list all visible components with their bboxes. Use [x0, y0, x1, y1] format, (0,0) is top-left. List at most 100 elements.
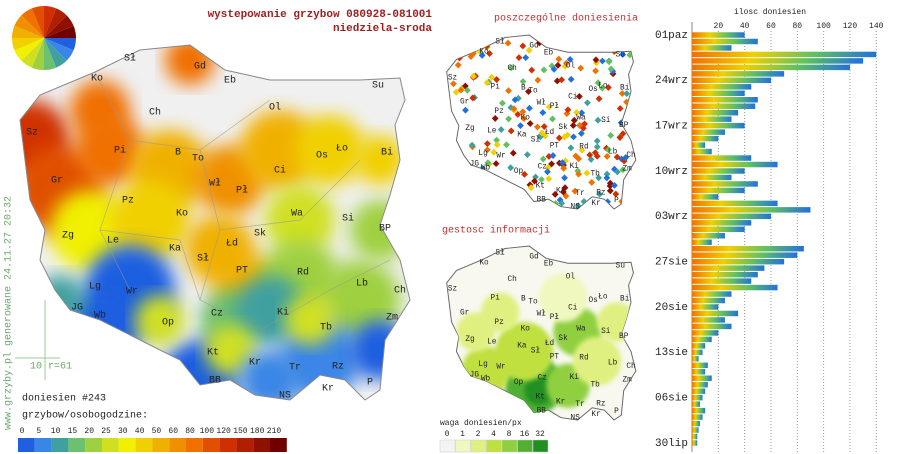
city-label: Os — [589, 86, 599, 94]
report-dot — [483, 79, 491, 87]
report-dot — [564, 106, 572, 114]
colorbar-tick-label: 30 — [118, 427, 128, 436]
heat-blob — [350, 320, 410, 380]
y-tick-label: 13sie — [655, 347, 688, 359]
density-cell — [532, 439, 549, 453]
bar — [692, 58, 864, 64]
density-blob — [538, 273, 588, 322]
city-label: JG — [470, 160, 480, 168]
reports-count: doniesien #243 — [22, 393, 106, 405]
bar — [692, 427, 699, 433]
report-dot — [525, 46, 533, 54]
city-label: Os — [316, 151, 328, 162]
bar — [692, 155, 752, 161]
city-label: Tb — [590, 170, 600, 178]
city-label: B — [521, 296, 526, 304]
city-label: B — [521, 85, 526, 93]
report-dot — [462, 106, 469, 114]
report-dot — [555, 55, 563, 63]
city-label: Sł — [531, 347, 541, 355]
city-label: Lb — [608, 149, 618, 157]
city-label: JG — [470, 371, 480, 379]
bar — [692, 440, 698, 446]
city-label: Wł — [537, 100, 547, 108]
logo-slice — [44, 38, 67, 68]
bar — [692, 317, 725, 323]
city-label: Gr — [460, 309, 469, 317]
bar — [692, 271, 758, 278]
bar — [692, 356, 699, 362]
city-label: Su — [616, 263, 626, 271]
report-dot — [509, 149, 517, 157]
logo-slice — [44, 25, 76, 38]
density-map: Ko Sł Gd Eb Su Ol Ch Sz Pi B To Os Ło Bi Gr Wł Pł Ci Pz Ko W… — [439, 245, 637, 453]
colorbar-tick-label: 150 — [233, 427, 248, 436]
report-dot — [570, 116, 578, 124]
report-dot — [554, 61, 562, 69]
report-dot — [599, 57, 606, 65]
city-label: Zg — [62, 231, 74, 242]
city-label: Kt — [536, 394, 545, 402]
city-label: Ka — [517, 343, 527, 351]
bar — [692, 38, 758, 45]
bar — [692, 291, 732, 297]
city-label: Rd — [297, 267, 309, 279]
city-label: Si — [601, 328, 611, 336]
report-dot — [462, 204, 469, 210]
report-dot — [484, 159, 492, 167]
report-dot — [525, 88, 532, 95]
report-dot — [619, 166, 627, 174]
main-map: Ko Sł Gd Eb Su Ol Ch Sz Pi B To Os Ło Bi Gr Wł Pł Ci Pz Ko W… — [12, 6, 411, 452]
report-dot — [603, 174, 611, 182]
bar — [692, 245, 804, 252]
report-dot — [522, 54, 530, 62]
bar — [692, 90, 745, 97]
x-tick-label: 140 — [869, 22, 884, 31]
bar — [692, 414, 703, 420]
report-dot — [497, 126, 505, 134]
report-dot — [505, 87, 512, 95]
bar — [692, 135, 719, 142]
heat-blob — [70, 80, 130, 140]
logo-slice — [44, 15, 74, 38]
x-tick-label: 100 — [816, 22, 831, 31]
report-dot — [505, 115, 512, 123]
report-dot — [604, 84, 612, 91]
colorbar-tick-label: 40 — [135, 427, 145, 436]
x-tick-label: 60 — [766, 22, 776, 31]
bar — [692, 129, 725, 135]
report-dot — [622, 154, 630, 162]
city-label: Op — [514, 379, 524, 387]
y-tick-label: 20sie — [655, 302, 688, 314]
colorbar-cell — [51, 438, 69, 452]
bar — [692, 181, 758, 187]
city-label: Ol — [566, 273, 576, 281]
report-dot — [598, 84, 606, 92]
city-label: Kr — [322, 384, 334, 395]
report-dot — [605, 146, 612, 154]
report-dot — [483, 146, 491, 154]
report-dot — [493, 76, 500, 83]
report-dot — [448, 141, 456, 149]
city-label: Wa — [576, 325, 586, 333]
city-label: Rz — [596, 400, 606, 408]
bar — [692, 51, 877, 58]
report-dot — [588, 178, 596, 186]
city-label: Gd — [529, 42, 538, 50]
watermark: www.grzyby.pl generowane 24.11.27 20:32 — [3, 196, 15, 430]
colorbar-tick-label: 80 — [185, 427, 195, 436]
report-dot — [606, 187, 614, 195]
city-label: Bi — [620, 296, 630, 304]
report-dot — [461, 167, 469, 175]
city-label: Sk — [558, 335, 568, 343]
city-label: Gr — [51, 176, 63, 187]
bar — [692, 420, 700, 427]
city-label: Ko — [479, 48, 489, 56]
bar — [692, 349, 703, 356]
logo-slice — [14, 38, 44, 61]
bar — [692, 142, 706, 148]
city-label: Wr — [126, 287, 138, 298]
city-label: Sz — [448, 75, 458, 83]
bar — [692, 187, 745, 194]
